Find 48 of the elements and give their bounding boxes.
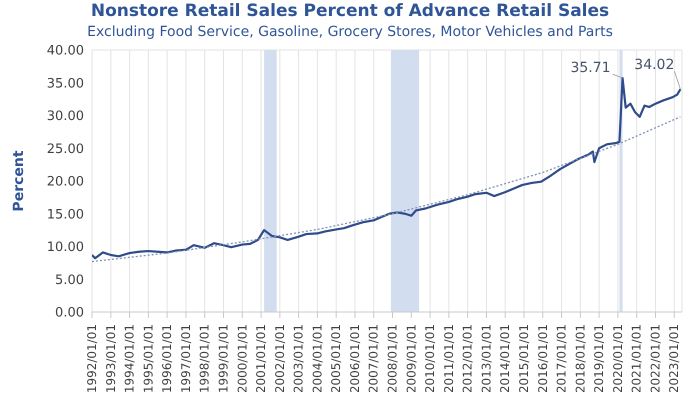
y-tick-label: 25.00 [46,142,84,157]
x-tick-label: 1995/01/01 [141,324,156,394]
x-tick-label: 2012/01/01 [460,324,475,394]
x-tick-label: 2011/01/01 [442,324,456,394]
y-tick-label: 20.00 [46,174,84,190]
x-tick-label: 2004/01/01 [310,324,324,394]
x-tick-label: 1993/01/01 [104,324,118,394]
line-series [92,77,682,260]
x-tick-label: 2007/01/01 [366,324,381,394]
y-tick-label: 5.00 [55,272,84,288]
line-series [92,116,682,262]
x-tick-label: 1992/01/01 [85,324,99,394]
y-axis-title: Percent [10,150,27,212]
x-tick-label: 2021/01/01 [630,324,644,394]
x-tick-label: 2014/01/01 [498,324,512,394]
x-tick-label: 2015/01/01 [516,324,531,394]
x-tick-label: 2010/01/01 [423,324,438,394]
x-tick-label: 2001/01/01 [254,324,268,394]
x-tick-label: 1997/01/01 [178,324,193,394]
x-tick-label: 2019/01/01 [592,324,606,394]
x-tick-label: 2018/01/01 [573,324,588,394]
x-tick-label: 2008/01/01 [386,324,400,394]
x-tick-label: 1994/01/01 [122,324,137,394]
y-tick-label: 40.00 [46,44,84,59]
x-tick-label: 2013/01/01 [479,324,494,394]
chart-title: Nonstore Retail Sales Percent of Advance Retail Sales [90,0,610,22]
x-tick-label: 2016/01/01 [536,324,550,394]
y-tick-label: 10.00 [46,240,84,256]
x-tick-label: 2002/01/01 [272,324,287,394]
x-tick-label: 2017/01/01 [554,324,569,394]
y-tick-label: 15.00 [46,207,84,222]
x-tick-label: 1999/01/01 [216,324,230,394]
x-tick-label: 1998/01/01 [198,324,212,394]
annotation: 34.02 [634,57,674,74]
x-tick-label: 2009/01/01 [404,324,418,394]
x-tick-label: 2023/01/01 [667,324,682,394]
y-tick-label: 35.00 [46,76,84,92]
y-tick-label: 0.00 [55,306,84,321]
x-tick-label: 2000/01/01 [235,324,250,394]
y-tick-label: 30.00 [46,109,84,124]
x-tick-label: 2005/01/01 [329,324,344,394]
x-tick-label: 2006/01/01 [348,324,362,394]
chart-subtitle: Excluding Food Service, Gasoline, Grocery Stores, Motor Vehicles and Parts [86,23,614,42]
x-tick-label: 1996/01/01 [160,324,174,394]
x-tick-label: 2003/01/01 [292,324,306,394]
x-tick-label: 2022/01/01 [648,324,662,394]
annotation: 35.71 [570,60,611,76]
x-tick-label: 2020/01/01 [610,324,625,394]
